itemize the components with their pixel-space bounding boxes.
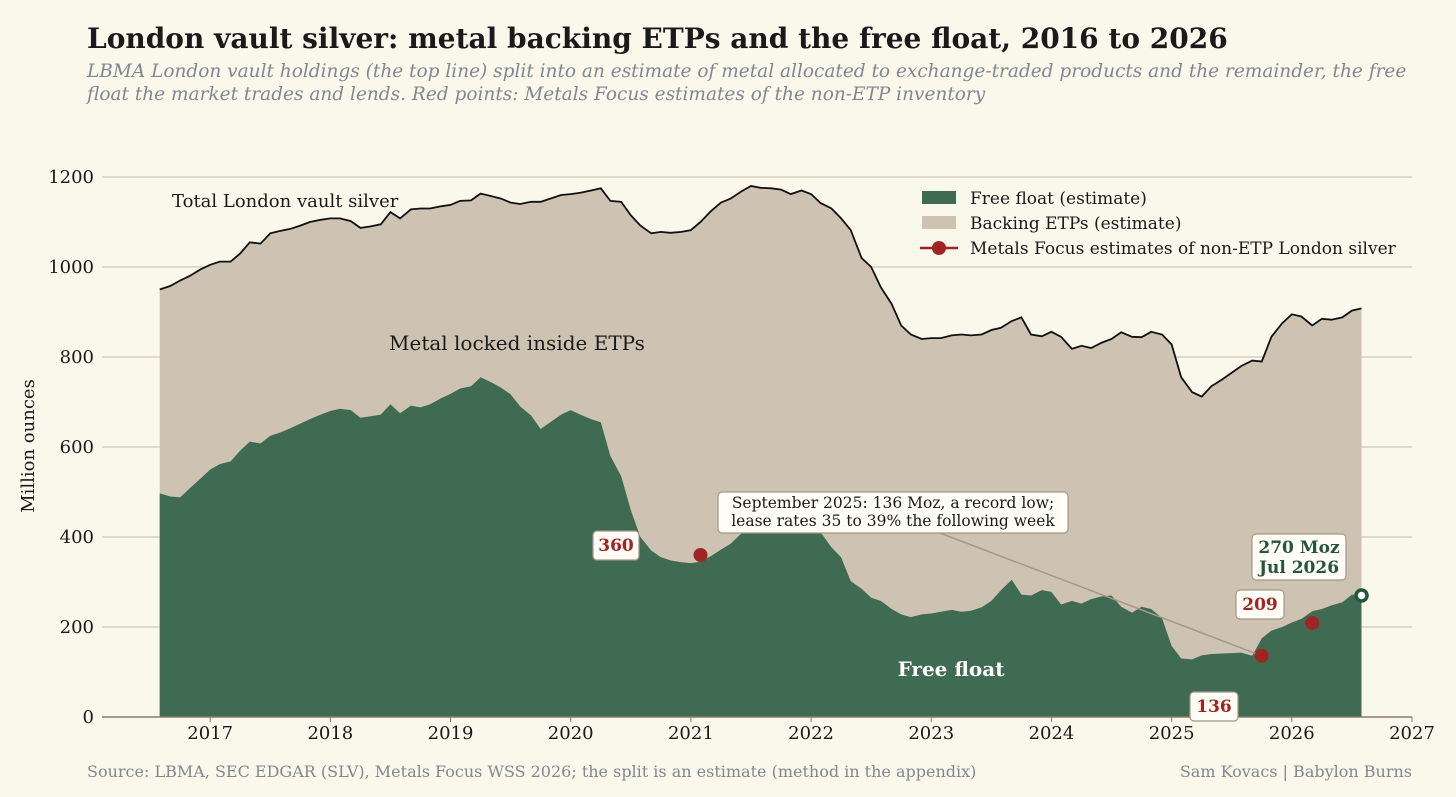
legend-swatch-free-float <box>922 191 956 204</box>
point-label-209: 209 <box>1242 595 1278 615</box>
x-tick-label-2020: 2020 <box>548 723 594 744</box>
y-tick-label-400: 400 <box>60 527 94 548</box>
total-vault-label: Total London vault silver <box>172 191 399 212</box>
callout-box: September 2025: 136 Moz, a record low; l… <box>717 491 1069 534</box>
x-tick-label-2018: 2018 <box>307 723 353 744</box>
y-tick-label-1000: 1000 <box>48 257 94 278</box>
point-label-136: 136 <box>1196 697 1232 717</box>
y-axis-label: Million ounces <box>18 379 39 513</box>
metals-focus-point-209 <box>1305 615 1320 630</box>
endpoint-label-box: 270 Moz Jul 2026 <box>1251 533 1347 581</box>
legend-label-backing: Backing ETPs (estimate) <box>970 214 1181 234</box>
endpoint-marker <box>1354 588 1369 603</box>
callout-connector <box>939 532 1263 657</box>
credit-note: Sam Kovacs | Babylon Burns <box>1179 762 1412 781</box>
metals-focus-point-136 <box>1254 648 1269 663</box>
label-box-360: 360 <box>592 530 640 561</box>
y-tick-label-200: 200 <box>60 617 94 638</box>
x-tick-label-2026: 2026 <box>1269 723 1315 744</box>
y-tick-label-1200: 1200 <box>48 167 94 188</box>
chart-subtitle: LBMA London vault holdings (the top line… <box>87 61 1407 105</box>
legend-label-free-float: Free float (estimate) <box>970 189 1147 209</box>
legend-swatch-metals-focus-dot <box>932 241 946 255</box>
source-note: Source: LBMA, SEC EDGAR (SLV), Metals Fo… <box>87 762 977 781</box>
x-tick-label-2019: 2019 <box>428 723 474 744</box>
total-vault-line <box>159 185 1362 398</box>
etp-area-label: Metal locked inside ETPs <box>389 331 645 355</box>
x-tick-label-2023: 2023 <box>908 723 954 744</box>
callout-line-2: lease rates 35 to 39% the following week <box>731 512 1055 530</box>
legend-label-metals-focus: Metals Focus estimates of non-ETP London… <box>970 239 1397 259</box>
callout-line-1: September 2025: 136 Moz, a record low; <box>732 494 1054 512</box>
metals-focus-point-360 <box>693 548 708 562</box>
label-box-209: 209 <box>1235 589 1285 620</box>
legend-swatch-backing <box>922 216 956 229</box>
x-tick-label-2021: 2021 <box>668 723 714 744</box>
x-axis-ticks: 2017 2018 2019 2020 2021 2022 2023 2024 2025 2026… <box>187 717 1435 744</box>
y-tick-label-800: 800 <box>60 347 94 368</box>
endpoint-line-1: 270 Moz <box>1258 538 1340 558</box>
y-tick-label-0: 0 <box>83 707 94 728</box>
x-tick-label-2025: 2025 <box>1149 723 1195 744</box>
endpoint-line-2: Jul 2026 <box>1257 558 1339 578</box>
x-tick-label-2017: 2017 <box>187 723 233 744</box>
x-tick-label-2022: 2022 <box>788 723 834 744</box>
x-tick-label-2024: 2024 <box>1029 723 1075 744</box>
chart-title: London vault silver: metal backing ETPs … <box>87 22 1228 55</box>
free-float-area-label: Free float <box>898 657 1006 681</box>
y-tick-label-600: 600 <box>60 437 94 458</box>
label-box-136: 136 <box>1189 691 1239 722</box>
y-axis-ticks: 0 200 400 600 800 1000 1200 <box>48 167 94 728</box>
metals-focus-points <box>693 548 1320 663</box>
free-float-area <box>159 377 1362 717</box>
point-label-360: 360 <box>598 536 634 556</box>
x-tick-label-2027: 2027 <box>1389 723 1435 744</box>
legend: Free float (estimate) Backing ETPs (esti… <box>920 189 1397 259</box>
